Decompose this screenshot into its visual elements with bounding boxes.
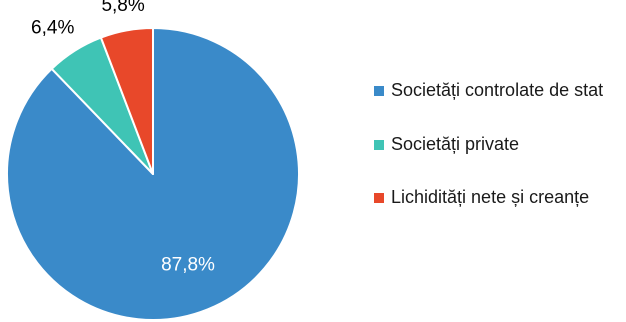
pie-slice-net-liquidity bbox=[99, 27, 154, 175]
legend-label-net-liquidity: Lichidități nete și creanțe bbox=[391, 187, 590, 207]
legend-item-net-liquidity: Lichidități nete și creanțe bbox=[374, 187, 624, 208]
legend-label-state-companies: Societăți controlate de stat bbox=[391, 80, 604, 100]
legend-swatch-state-companies bbox=[374, 86, 384, 96]
data-label-net-liquidity: 5,8% bbox=[101, 0, 144, 16]
pie-slices bbox=[6, 27, 300, 321]
pie-data-labels: 87,8% 6,4% 5,8% bbox=[31, 0, 215, 276]
data-label-state-companies: 87,8% bbox=[161, 255, 215, 276]
legend-item-private-companies: Societăți private bbox=[374, 134, 624, 155]
data-label-private-companies: 6,4% bbox=[31, 18, 74, 39]
legend-swatch-private-companies bbox=[374, 140, 384, 150]
legend-swatch-net-liquidity bbox=[374, 193, 384, 203]
legend-item-state-companies: Societăți controlate de stat bbox=[374, 80, 624, 101]
legend-label-private-companies: Societăți private bbox=[391, 134, 520, 154]
